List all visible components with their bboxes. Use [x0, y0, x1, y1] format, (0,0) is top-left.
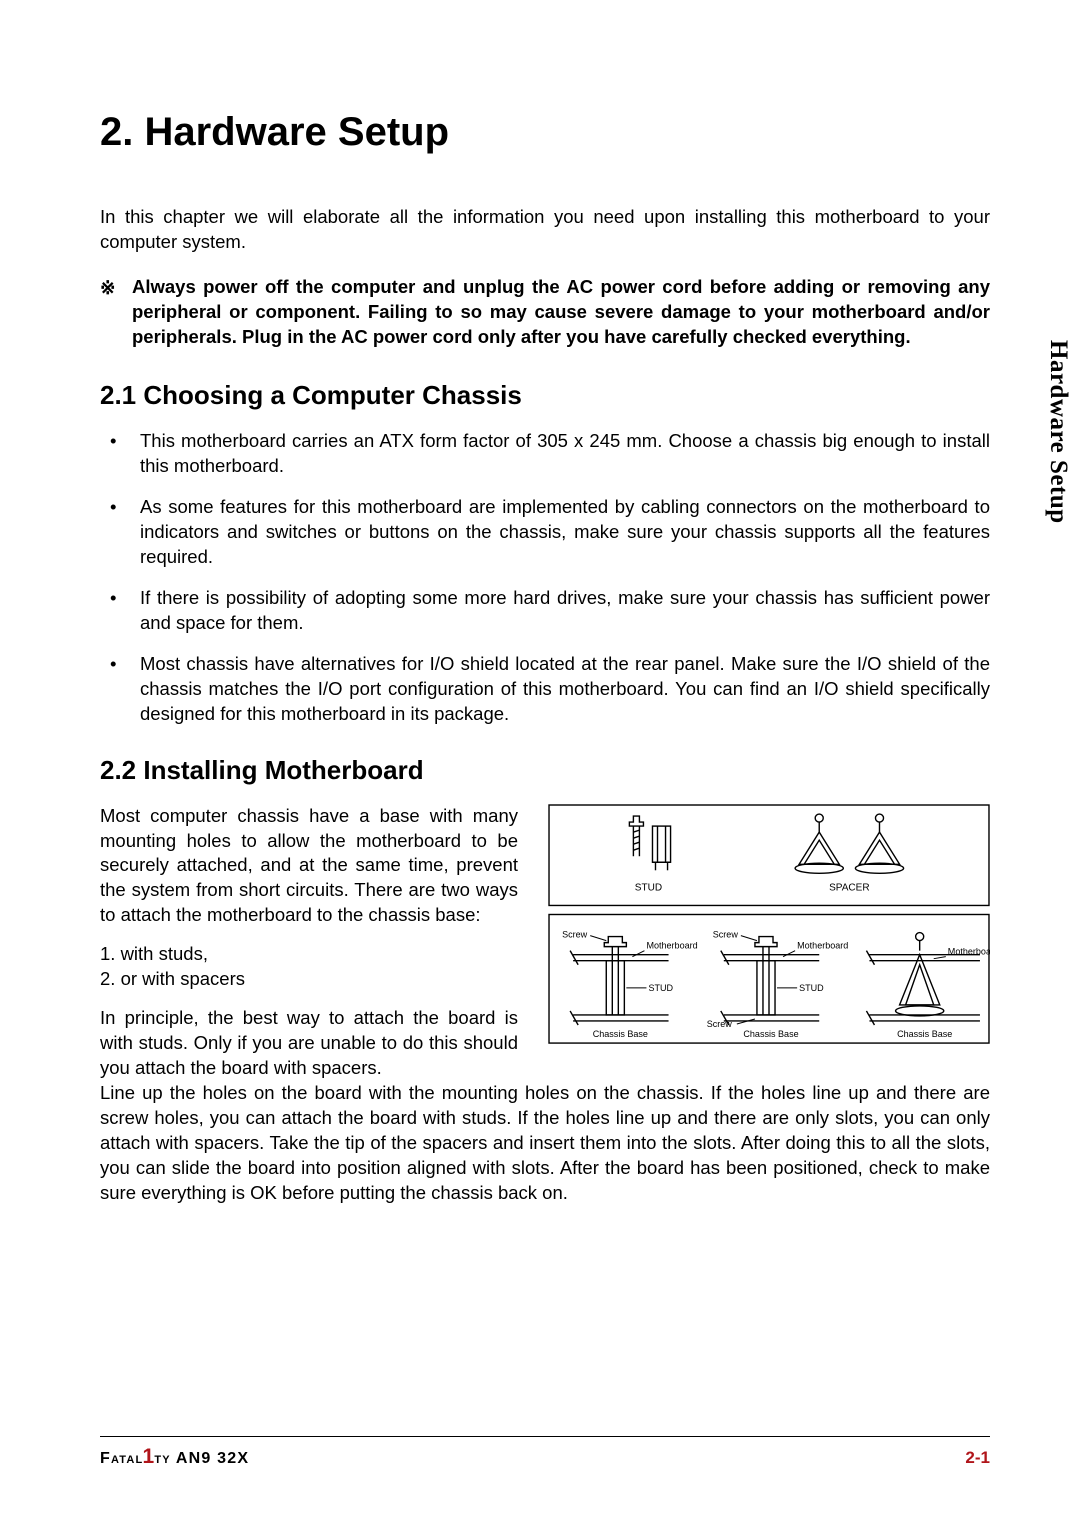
footer-rule: [100, 1436, 990, 1437]
install-list: 1. with studs, 2. or with spacers: [100, 942, 518, 992]
footer-product-suffix: ty AN9 32X: [154, 1450, 249, 1468]
intro-paragraph: In this chapter we will elaborate all th…: [100, 205, 990, 255]
section-2-2-title: 2.2 Installing Motherboard: [100, 755, 990, 786]
footer-page-number: 2-1: [965, 1448, 990, 1468]
warning-block: ※ Always power off the computer and unpl…: [100, 275, 990, 350]
footer-product: Fatal1ty AN9 32X: [100, 1445, 249, 1469]
mounting-diagram-svg: STUD SPACER: [548, 804, 990, 1045]
diagram-label-cb-3: Chassis Base: [897, 1029, 952, 1039]
diagram-label-spacer: SPACER: [829, 882, 870, 893]
diagram-label-cb-1: Chassis Base: [593, 1029, 648, 1039]
warning-text: Always power off the computer and unplug…: [132, 275, 990, 350]
install-list-1: 1. with studs,: [100, 942, 518, 967]
list-item: This motherboard carries an ATX form fac…: [100, 429, 990, 479]
diagram-label-mb-3: Motherboard: [948, 946, 990, 956]
diagram-label-mb-2: Motherboard: [797, 940, 848, 950]
install-p-continued: Line up the holes on the board with the …: [100, 1081, 990, 1206]
section-2-1-bullets: This motherboard carries an ATX form fac…: [100, 429, 990, 727]
page-content: 2. Hardware Setup In this chapter we wil…: [100, 110, 990, 1399]
diagram-label-screw-2: Screw: [713, 929, 739, 939]
install-p1: Most computer chassis have a base with m…: [100, 804, 518, 929]
warning-marker-icon: ※: [100, 275, 132, 299]
side-tab-label: Hardware Setup: [1044, 340, 1072, 524]
diagram-label-mb-1: Motherboard: [646, 940, 697, 950]
diagram-label-stud: STUD: [635, 882, 662, 893]
chapter-title: 2. Hardware Setup: [100, 110, 990, 155]
section-2-2-row: Most computer chassis have a base with m…: [100, 804, 990, 1082]
diagram-label-screw-3: Screw: [707, 1019, 733, 1029]
install-p2: In principle, the best way to attach the…: [100, 1006, 518, 1081]
side-tab-bar: Hardware Setup: [1036, 302, 1080, 562]
side-tab: Hardware Setup: [1036, 302, 1080, 562]
list-item: As some features for this motherboard ar…: [100, 495, 990, 570]
section-2-2-text-left: Most computer chassis have a base with m…: [100, 804, 518, 1082]
install-list-2: 2. or with spacers: [100, 967, 518, 992]
diagram-label-cb-2: Chassis Base: [743, 1029, 798, 1039]
footer-product-prefix: Fatal: [100, 1450, 143, 1468]
page-footer: Fatal1ty AN9 32X 2-1: [100, 1436, 990, 1469]
section-2-1-title: 2.1 Choosing a Computer Chassis: [100, 380, 990, 411]
mounting-diagram: STUD SPACER: [548, 804, 990, 1050]
list-item: If there is possibility of adopting some…: [100, 586, 990, 636]
diagram-label-stud-b1: STUD: [648, 982, 673, 992]
diagram-label-screw-1: Screw: [562, 929, 588, 939]
list-item: Most chassis have alternatives for I/O s…: [100, 652, 990, 727]
diagram-label-stud-b2: STUD: [799, 982, 824, 992]
